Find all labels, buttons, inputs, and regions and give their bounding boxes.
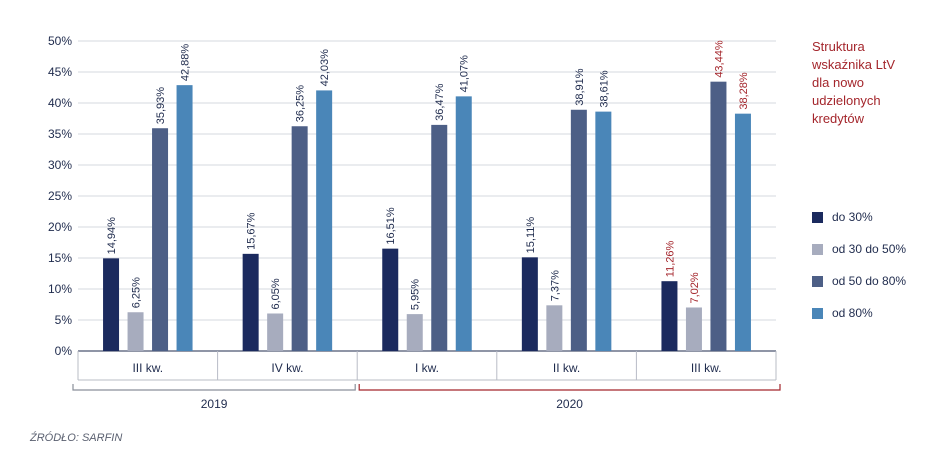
legend-item-od-30-do-50: od 30 do 50% [812, 233, 906, 265]
data-label: 43,44% [713, 40, 725, 78]
bar [431, 124, 448, 351]
data-label: 38,28% [738, 72, 750, 110]
data-label: 38,91% [574, 68, 586, 106]
bar [570, 109, 587, 352]
data-label: 6,05% [270, 278, 282, 309]
y-tick-label: 50% [48, 34, 72, 48]
y-axis-ticks: 0% 5% 10% 15% 20% 25% 30% 35% 40% 45% 50% [48, 34, 72, 358]
data-label: 38,61% [598, 70, 610, 108]
legend-swatch [812, 243, 823, 255]
bar [406, 314, 423, 351]
data-label: 14,94% [106, 217, 118, 255]
y-tick-label: 5% [55, 313, 73, 327]
bar [176, 85, 193, 352]
bar [521, 257, 538, 351]
y-tick-label: 40% [48, 96, 72, 110]
legend-swatch [812, 211, 823, 223]
y-tick-label: 0% [55, 344, 73, 358]
y-tick-label: 25% [48, 189, 72, 203]
chart-title: Struktura wskaźnika LtV dla nowo udzielo… [812, 39, 896, 126]
y-tick-label: 30% [48, 158, 72, 172]
legend-label: od 80% [832, 306, 873, 320]
gridlines [78, 40, 776, 352]
bar [595, 111, 612, 351]
x-category-label: III kw. [691, 361, 722, 375]
year-bracket [72, 384, 356, 391]
data-label: 42,03% [319, 49, 331, 87]
legend-swatch [812, 275, 823, 287]
bars [103, 81, 751, 352]
data-label: 42,88% [180, 44, 192, 82]
bar [127, 312, 144, 351]
data-label: 5,95% [410, 279, 422, 310]
legend-label: do 30% [832, 210, 873, 224]
x-category-label: I kw. [415, 361, 439, 375]
bar [734, 113, 751, 351]
data-label: 7,02% [689, 272, 701, 303]
y-tick-label: 35% [48, 127, 72, 141]
data-label: 36,25% [295, 85, 307, 123]
legend-label: od 50 do 80% [832, 274, 907, 288]
bar [661, 281, 678, 351]
bar [316, 90, 333, 351]
bar [152, 128, 169, 351]
data-label: 15,67% [246, 212, 258, 250]
legend-item-od-80: od 80% [812, 297, 906, 329]
bar [710, 81, 727, 351]
legend-label: od 30 do 50% [832, 242, 907, 256]
x-category-label: II kw. [553, 361, 580, 375]
data-label: 36,47% [434, 83, 446, 121]
data-label: 16,51% [385, 207, 397, 245]
y-tick-label: 10% [48, 282, 72, 296]
year-label: 2020 [556, 397, 583, 411]
data-labels: 14,94% 6,25% 35,93% 42,88% 15,67% 6,05% 36,25%… [106, 40, 750, 310]
bar [382, 248, 399, 351]
bar [103, 258, 120, 351]
x-axis: III kw. IV kw. I kw. II kw. III kw. 2019 2020 [72, 351, 781, 411]
bar [291, 126, 308, 351]
bar [455, 96, 472, 351]
y-tick-label: 20% [48, 220, 72, 234]
legend: do 30% od 30 do 50% od 50 do 80% od 80% [812, 201, 906, 329]
data-label: 11,26% [664, 240, 676, 277]
data-label: 6,25% [131, 277, 143, 308]
y-tick-label: 15% [48, 251, 72, 265]
data-label: 41,07% [459, 55, 471, 93]
legend-item-do-30: do 30% [812, 201, 906, 233]
bar [546, 305, 563, 351]
year-bracket [358, 384, 781, 391]
source-note: ŹRÓDŁO: SARFIN [30, 432, 123, 444]
year-label: 2019 [201, 397, 228, 411]
data-label: 7,37% [549, 270, 561, 301]
legend-item-od-50-do-80: od 50 do 80% [812, 265, 906, 297]
data-label: 15,11% [525, 217, 537, 254]
legend-swatch [812, 307, 823, 319]
bar [242, 253, 259, 351]
bar [267, 313, 284, 351]
bar [685, 307, 702, 351]
y-tick-label: 45% [48, 65, 72, 79]
x-category-label: IV kw. [271, 361, 303, 375]
data-label: 35,93% [155, 87, 167, 125]
x-category-label: III kw. [132, 361, 163, 375]
